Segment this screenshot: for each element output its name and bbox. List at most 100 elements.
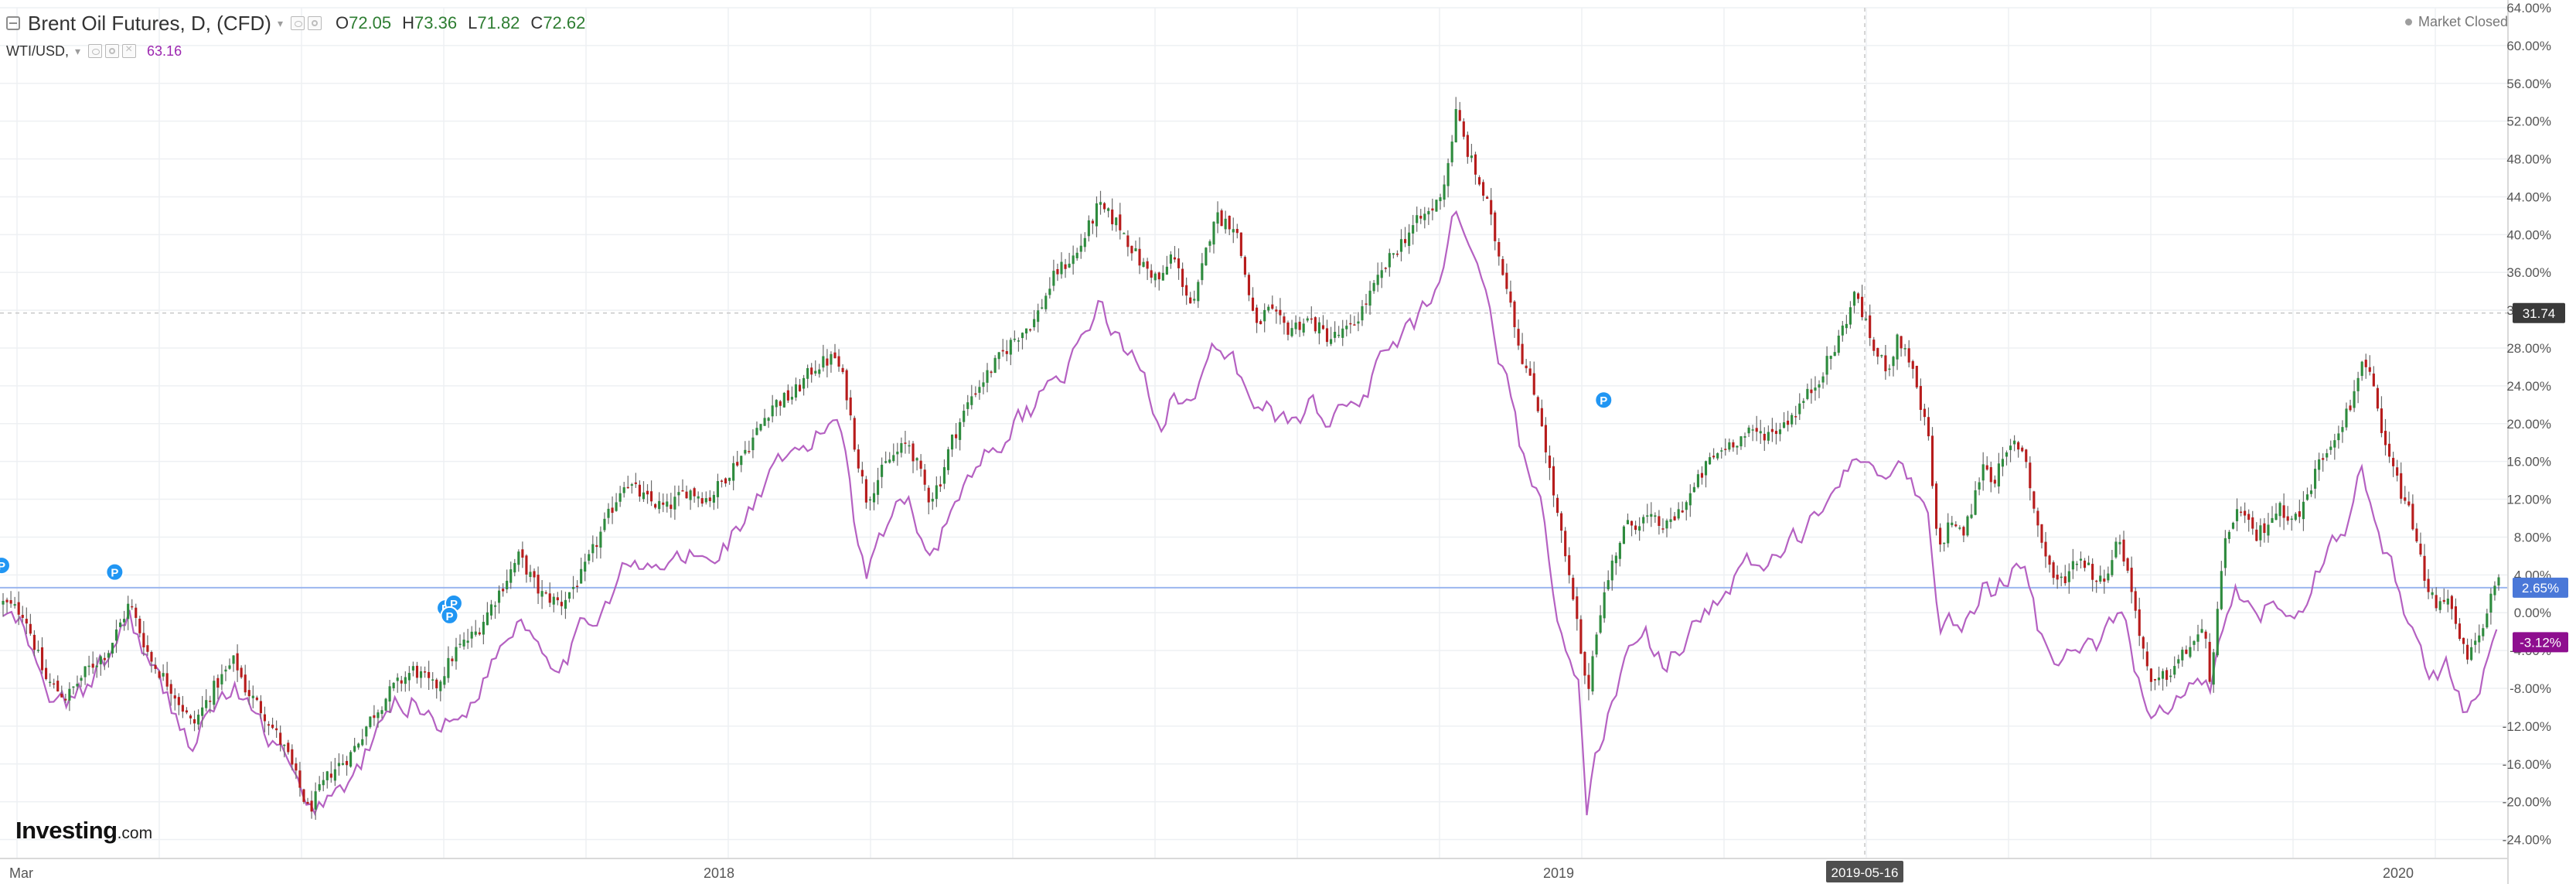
- candle-body: [1169, 254, 1173, 264]
- chevron-down-icon[interactable]: ▾: [75, 44, 81, 57]
- candle-body: [2013, 440, 2016, 445]
- candle-body: [580, 568, 583, 584]
- candle-body: [118, 622, 122, 627]
- candle-body: [1552, 466, 1555, 496]
- candle-body: [267, 724, 271, 726]
- settings-icon[interactable]: [105, 44, 120, 58]
- collapse-legend-icon[interactable]: [6, 16, 20, 30]
- candle-body: [1041, 307, 1044, 309]
- candle-body: [271, 725, 274, 729]
- candle-body: [2103, 579, 2106, 582]
- candle-body: [361, 739, 364, 746]
- candle-body: [689, 490, 692, 500]
- candle-body: [1978, 482, 1981, 490]
- reference-level-badge-background: [2513, 577, 2568, 598]
- candle-body: [1642, 517, 1645, 524]
- candle-body: [939, 484, 942, 487]
- candle-body: [915, 458, 918, 461]
- candle-body: [564, 599, 567, 609]
- candle-body: [173, 695, 176, 699]
- candle-body: [2075, 563, 2078, 565]
- candle-body: [462, 640, 465, 647]
- candle-body: [1423, 213, 1426, 220]
- candle-body: [1900, 336, 1903, 349]
- candle-body: [2423, 555, 2426, 581]
- candle-body: [482, 622, 485, 635]
- candle-body: [1791, 415, 1794, 425]
- candle-body: [923, 469, 926, 485]
- event-marker-icon[interactable]: [440, 606, 459, 625]
- candle-body: [439, 681, 442, 691]
- candle-body: [1618, 542, 1621, 559]
- y-tick-label: 12.00%: [2506, 493, 2551, 507]
- candle-body: [2431, 592, 2434, 596]
- candle-body: [1450, 142, 1453, 162]
- candle-body: [1583, 651, 1586, 676]
- candle-body: [1243, 257, 1246, 275]
- event-marker[interactable]: P: [105, 562, 124, 582]
- candle-body: [1208, 241, 1211, 246]
- candle-body: [2353, 391, 2356, 408]
- event-marker-icon[interactable]: [1594, 391, 1613, 410]
- event-marker[interactable]: P: [0, 556, 11, 575]
- candle-body: [1825, 356, 1828, 375]
- candle-body: [1993, 480, 1996, 484]
- event-marker[interactable]: P: [440, 606, 459, 625]
- event-marker-icon[interactable]: [0, 556, 11, 575]
- candle-body: [892, 455, 895, 462]
- candle-body: [853, 418, 856, 450]
- candle-body: [1024, 328, 1028, 334]
- candle-body: [1540, 408, 1543, 427]
- candle-body: [21, 615, 24, 618]
- chevron-down-icon[interactable]: ▾: [277, 16, 283, 29]
- settings-icon[interactable]: [307, 16, 322, 30]
- y-tick-label: 48.00%: [2506, 152, 2551, 167]
- candle-body: [2404, 497, 2407, 501]
- remove-icon[interactable]: [122, 43, 137, 58]
- candle-body: [1888, 368, 1891, 370]
- candle-body: [1490, 200, 1493, 215]
- event-marker-icon[interactable]: [105, 562, 124, 582]
- candle-body: [1353, 324, 1356, 326]
- candle-body: [345, 760, 349, 766]
- candle-body: [1677, 509, 1680, 519]
- candle-body: [1498, 242, 1501, 257]
- candle-body: [544, 592, 547, 594]
- y-tick-label: -24.00%: [2503, 833, 2551, 848]
- candle-body: [2111, 560, 2114, 575]
- candle-body: [53, 683, 56, 685]
- close-value: 72.62: [543, 13, 586, 32]
- investing-logo[interactable]: Investing .com: [15, 817, 152, 845]
- candle-body: [1239, 232, 1242, 256]
- candle-body: [80, 678, 83, 681]
- candle-body: [2274, 514, 2278, 521]
- candle-body: [470, 631, 473, 639]
- candle-body: [2235, 509, 2239, 521]
- candle-body: [1951, 522, 1954, 526]
- candle-body: [1056, 268, 1059, 275]
- candle-body: [325, 771, 329, 780]
- candle-body: [771, 405, 774, 417]
- candle-body: [1943, 542, 1946, 544]
- eye-icon[interactable]: [290, 16, 305, 30]
- candle-body: [1091, 220, 1094, 224]
- event-marker[interactable]: P: [1594, 391, 1613, 410]
- logo-suffix-text: .com: [117, 824, 153, 842]
- candle-body: [1037, 310, 1040, 323]
- candle-body: [2063, 576, 2067, 584]
- candle-body: [1673, 516, 1676, 521]
- eye-icon[interactable]: [88, 44, 103, 58]
- candle-body: [1286, 323, 1290, 335]
- candle-body: [2212, 652, 2215, 685]
- candle-body: [900, 443, 903, 453]
- candle-body: [1903, 348, 1906, 350]
- candle-body: [2021, 447, 2024, 452]
- candle-body: [2114, 541, 2118, 558]
- candle-body: [131, 606, 134, 608]
- candle-body: [1763, 433, 1766, 441]
- candle-body: [497, 590, 501, 603]
- candle-body: [127, 603, 130, 619]
- candle-body: [259, 701, 262, 714]
- candle-body: [946, 449, 950, 470]
